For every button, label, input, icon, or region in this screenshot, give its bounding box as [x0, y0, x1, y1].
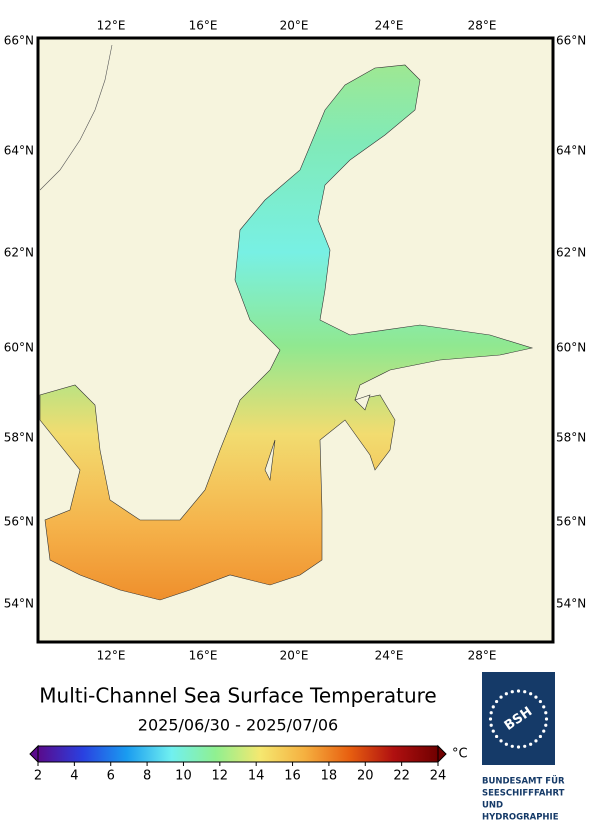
- colorbar-tick-label: 8: [143, 769, 151, 784]
- logo-dot: [495, 734, 499, 739]
- lat-label: 62°N: [556, 246, 586, 260]
- logo-text: BUNDESAMT FÜR SEESCHIFFFAHRT UND HYDROGRAPH…: [482, 776, 565, 823]
- lat-label: 60°N: [4, 341, 34, 355]
- logo-dot: [534, 739, 538, 743]
- logo-line: HYDROGRAPHIE: [482, 813, 559, 823]
- lon-label: 28°E: [468, 19, 497, 33]
- colorbar-tick-label: 18: [321, 769, 338, 784]
- lat-label: 60°N: [556, 341, 586, 355]
- logo-dot: [544, 723, 548, 727]
- colorbar-unit: °C: [452, 747, 468, 762]
- lon-label: 16°E: [189, 19, 218, 33]
- lat-label: 54°N: [4, 597, 34, 611]
- logo-ring: [488, 689, 549, 749]
- lat-label: 64°N: [556, 144, 586, 158]
- logo-dot: [529, 742, 533, 746]
- lon-label: 20°E: [280, 649, 309, 663]
- lat-label: 56°N: [4, 515, 34, 529]
- colorbar-tick-label: 16: [284, 769, 301, 784]
- lat-label: 66°N: [4, 34, 34, 48]
- logo-line: SEESCHIFFFAHRT: [482, 789, 565, 799]
- colorbar: 2 4 6 8 10 12 14 16 18 20 22 24°C: [29, 744, 468, 784]
- lat-label: 56°N: [556, 515, 586, 529]
- logo-dot: [489, 711, 493, 715]
- logo-dot: [538, 734, 542, 739]
- lat-label: 66°N: [556, 34, 586, 48]
- logo-dot: [516, 689, 521, 693]
- logo-box: [482, 672, 555, 765]
- logo-dot: [529, 692, 533, 696]
- colorbar-tick-label: 10: [175, 769, 192, 784]
- logo-dot: [491, 729, 495, 733]
- logo-line: UND: [482, 801, 503, 811]
- colorbar-tick-label: 12: [212, 769, 229, 784]
- colorbar-tick-label: 24: [430, 769, 447, 784]
- island: [264, 394, 371, 482]
- lon-label: 12°E: [97, 649, 126, 663]
- lon-label: 16°E: [189, 649, 218, 663]
- logo-dot: [523, 690, 527, 694]
- lon-label: 12°E: [97, 19, 126, 33]
- logo-dot: [504, 742, 508, 746]
- lon-label: 24°E: [375, 649, 404, 663]
- colorbar-tick-label: 4: [70, 769, 78, 784]
- logo-dot: [510, 744, 514, 748]
- logo-dot: [491, 705, 495, 709]
- title: Multi-Channel Sea Surface Temperature: [39, 684, 436, 708]
- colorbar-max-arrow: [437, 744, 447, 764]
- logo-dot: [542, 729, 546, 733]
- lat-label: 58°N: [4, 431, 34, 445]
- colorbar-tick-label: 20: [357, 769, 374, 784]
- logo-dot: [516, 745, 521, 749]
- lon-label: 24°E: [375, 19, 404, 33]
- lat-label: 54°N: [556, 597, 586, 611]
- colorbar-min-arrow: [29, 744, 39, 764]
- logo-dot: [534, 695, 538, 699]
- sea-surface: [39, 64, 534, 601]
- logo-dot: [544, 717, 549, 721]
- logo-dot: [495, 699, 499, 704]
- lon-label: 28°E: [468, 649, 497, 663]
- logo-dot: [544, 711, 548, 715]
- logo-dot: [489, 723, 493, 727]
- colorbar-tick-label: 6: [107, 769, 115, 784]
- map-axes: 12°E 12°E 16°E 16°E 20°E 20°E 24°E 24°E 28°E 28°E…: [4, 19, 587, 663]
- logo-dot: [488, 717, 493, 721]
- coastline: [39, 44, 113, 191]
- lon-label: 20°E: [280, 19, 309, 33]
- colorbar-tick-label: 2: [34, 769, 42, 784]
- logo-dot: [499, 739, 503, 743]
- colorbar-tick-label: 14: [248, 769, 265, 784]
- colorbar-scale: [37, 745, 439, 763]
- logo-dot: [504, 692, 508, 696]
- lat-label: 62°N: [4, 246, 34, 260]
- colorbar-tick-label: 22: [393, 769, 410, 784]
- logo-dot: [542, 705, 546, 709]
- lat-label: 64°N: [4, 144, 34, 158]
- logo-dot: [510, 690, 514, 694]
- date-range: 2025/06/30 - 2025/07/06: [138, 716, 338, 735]
- logo-dot: [523, 744, 527, 748]
- map-frame: [36, 36, 555, 644]
- lat-label: 58°N: [556, 431, 586, 445]
- logo-dot: [538, 699, 542, 704]
- logo-line: BUNDESAMT FÜR: [482, 776, 565, 787]
- logo-dot: [499, 695, 503, 699]
